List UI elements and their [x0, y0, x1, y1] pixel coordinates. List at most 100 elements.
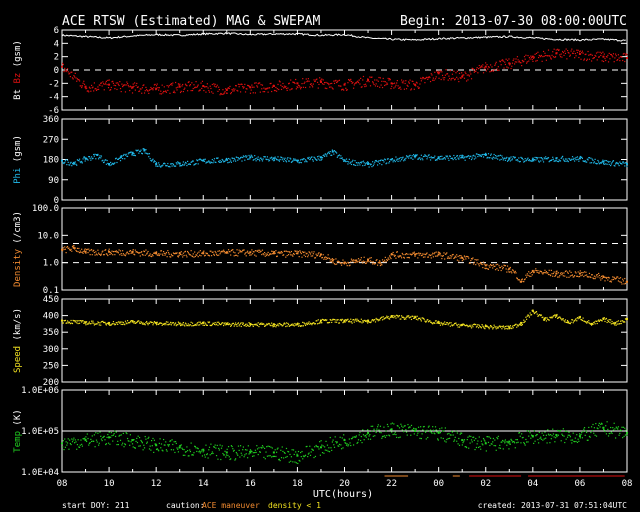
data-point: [521, 59, 523, 62]
data-point: [113, 163, 115, 165]
data-point: [415, 318, 418, 320]
data-point: [189, 163, 191, 165]
data-point: [514, 442, 516, 444]
data-point: [364, 262, 367, 265]
data-point: [509, 325, 511, 327]
data-point: [370, 163, 372, 165]
data-point: [225, 324, 227, 326]
data-point: [287, 322, 289, 325]
data-point: [436, 70, 438, 72]
data-point: [314, 323, 317, 325]
data-point: [163, 444, 165, 446]
data-point: [92, 157, 94, 159]
data-point: [410, 89, 412, 91]
data-point: [237, 252, 240, 254]
data-point: [297, 86, 299, 89]
data-point: [506, 156, 508, 159]
data-point: [428, 76, 430, 78]
data-point: [556, 313, 558, 316]
data-point: [136, 321, 139, 323]
data-point: [381, 164, 383, 166]
data-point: [231, 445, 233, 448]
data-point: [362, 160, 365, 162]
data-point: [394, 315, 396, 317]
data-point: [424, 82, 426, 84]
data-point: [460, 77, 462, 79]
data-point: [129, 434, 131, 436]
data-point: [132, 154, 134, 157]
data-point: [218, 86, 220, 88]
data-point: [255, 255, 257, 257]
data-point: [433, 157, 435, 159]
data-point: [486, 157, 488, 159]
data-point: [135, 84, 137, 87]
data-point: [604, 320, 606, 323]
data-point: [391, 83, 394, 85]
data-point: [141, 251, 143, 253]
data-point: [621, 56, 623, 58]
data-point: [72, 439, 74, 441]
data-point: [559, 430, 561, 433]
data-point: [384, 158, 386, 160]
data-point: [621, 283, 623, 285]
data-point: [201, 455, 204, 457]
data-point: [267, 323, 269, 325]
data-point: [521, 433, 523, 435]
data-point: [501, 439, 504, 442]
data-point: [616, 162, 618, 165]
data-point: [92, 440, 94, 442]
data-point: [539, 55, 541, 57]
data-point: [488, 157, 490, 159]
data-point: [136, 149, 139, 152]
data-point: [510, 67, 512, 70]
data-point: [549, 55, 551, 57]
data-point: [215, 455, 218, 457]
data-point: [480, 261, 482, 264]
data-point: [242, 449, 244, 451]
data-point: [283, 160, 285, 162]
data-point: [155, 322, 157, 324]
data-point: [165, 449, 168, 451]
data-point: [540, 160, 542, 162]
data-point: [86, 323, 88, 325]
data-point: [352, 318, 355, 321]
data-point: [158, 450, 160, 452]
data-point: [563, 272, 565, 274]
data-point: [457, 157, 459, 159]
data-point: [119, 434, 121, 436]
data-point: [81, 248, 83, 250]
data-point: [400, 157, 402, 159]
data-point: [489, 326, 491, 328]
data-point: [555, 315, 557, 317]
data-point: [438, 77, 440, 79]
data-point: [202, 159, 204, 162]
data-point: [66, 159, 69, 161]
data-point: [438, 321, 440, 323]
data-point: [499, 159, 501, 161]
data-point: [405, 155, 408, 157]
data-point: [467, 155, 469, 157]
data-point: [404, 317, 406, 319]
data-point: [93, 251, 95, 254]
data-point: [118, 249, 120, 251]
data-point: [150, 449, 152, 451]
data-point: [296, 454, 299, 457]
data-point: [117, 82, 119, 84]
data-point: [521, 437, 523, 439]
data-point: [302, 158, 305, 160]
data-point: [218, 321, 220, 323]
data-point: [341, 88, 343, 91]
data-point: [483, 439, 485, 441]
data-point: [254, 323, 256, 326]
data-point: [62, 63, 64, 66]
data-point: [244, 159, 246, 161]
data-point: [497, 327, 499, 329]
data-point: [528, 159, 531, 161]
data-point: [104, 321, 106, 323]
data-point: [337, 155, 339, 157]
data-point: [413, 427, 415, 429]
data-point: [350, 438, 353, 440]
data-point: [352, 81, 354, 84]
data-point: [258, 82, 260, 84]
